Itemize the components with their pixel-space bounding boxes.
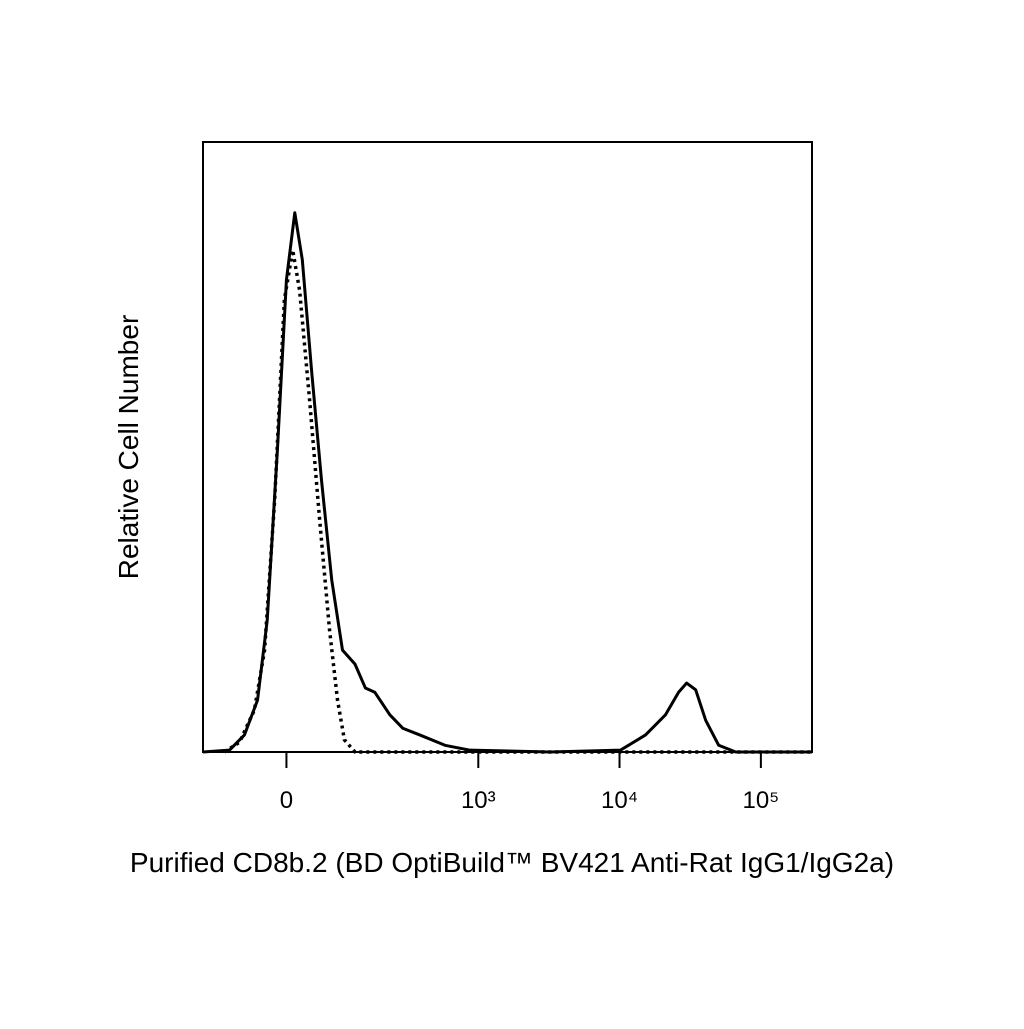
x-tick-label: 10⁵	[743, 787, 780, 814]
histogram-line	[202, 211, 812, 754]
histogram-line	[223, 248, 812, 754]
x-tick-label: 10⁴	[601, 787, 638, 814]
y-axis-label: Relative Cell Number	[113, 315, 144, 580]
plot-frame	[202, 141, 813, 753]
x-tick-label: 10³	[461, 787, 496, 814]
x-tick-label: 0	[280, 787, 293, 814]
x-axis-label: Purified CD8b.2 (BD OptiBuild™ BV421 Ant…	[130, 847, 894, 878]
